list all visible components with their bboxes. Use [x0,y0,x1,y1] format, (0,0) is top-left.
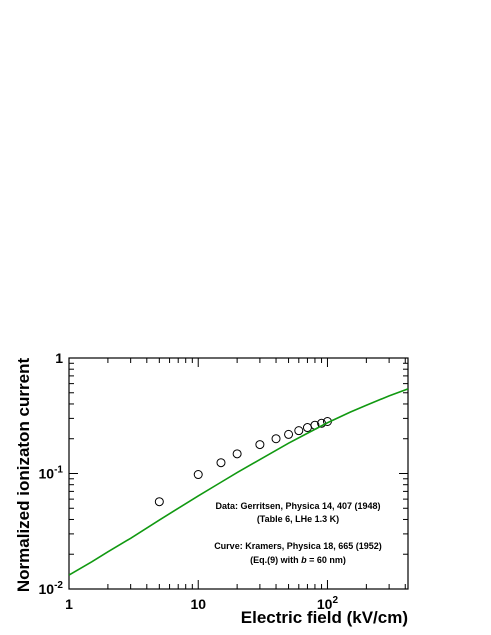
y-tick-label-base: 1 [55,350,63,366]
x-tick-label: 1 [65,596,73,612]
data-layer [69,388,408,576]
x-axis-title: Electric field (kV/cm) [241,608,408,627]
plot-area [68,357,409,590]
x-tick-label: 10 [190,596,206,612]
annotation-data-detail: (Table 6, LHe 1.3 K) [257,514,339,524]
annotation-curve-source: Curve: Kramers, Physica 18, 665 (1952) [214,541,382,551]
x-tick-label-base: 1 [65,596,73,612]
annotation-curve-detail-c: = 60 nm) [307,555,346,565]
y-axis-title: Normalized ionizaton current [14,358,33,593]
y-tick-label-base: 10 [39,466,55,482]
x-tick-label-exponent: 2 [332,595,338,606]
annotation-curve-detail-a: (Eq.(9) with [250,555,301,565]
annotation-data-source: Data: Gerritsen, Physica 14, 407 (1948) [215,501,380,511]
data-point [294,426,304,436]
data-point [232,449,242,459]
x-tick-label-base: 10 [317,596,333,612]
annotation-curve-detail-b: b [301,555,307,565]
data-point [255,440,265,450]
x-tick-label: 102 [317,595,339,612]
data-point [271,434,281,444]
y-tick-label-exponent: -2 [54,580,63,591]
data-point [302,423,312,433]
data-point [154,497,164,507]
y-tick-label: 10-2 [39,580,64,597]
fit-curve [69,388,408,576]
tick-layer [68,358,408,590]
y-tick-label-exponent: -1 [54,465,63,476]
y-tick-label: 10-1 [39,465,64,482]
y-tick-label-base: 10 [39,581,55,597]
x-tick-label-base: 10 [190,596,206,612]
plot-frame [68,357,409,590]
data-point [216,458,226,468]
data-point [193,470,203,480]
data-point [284,429,294,439]
y-tick-label: 1 [55,350,63,366]
annotation-curve-detail: (Eq.(9) with b = 60 nm) [250,555,346,565]
